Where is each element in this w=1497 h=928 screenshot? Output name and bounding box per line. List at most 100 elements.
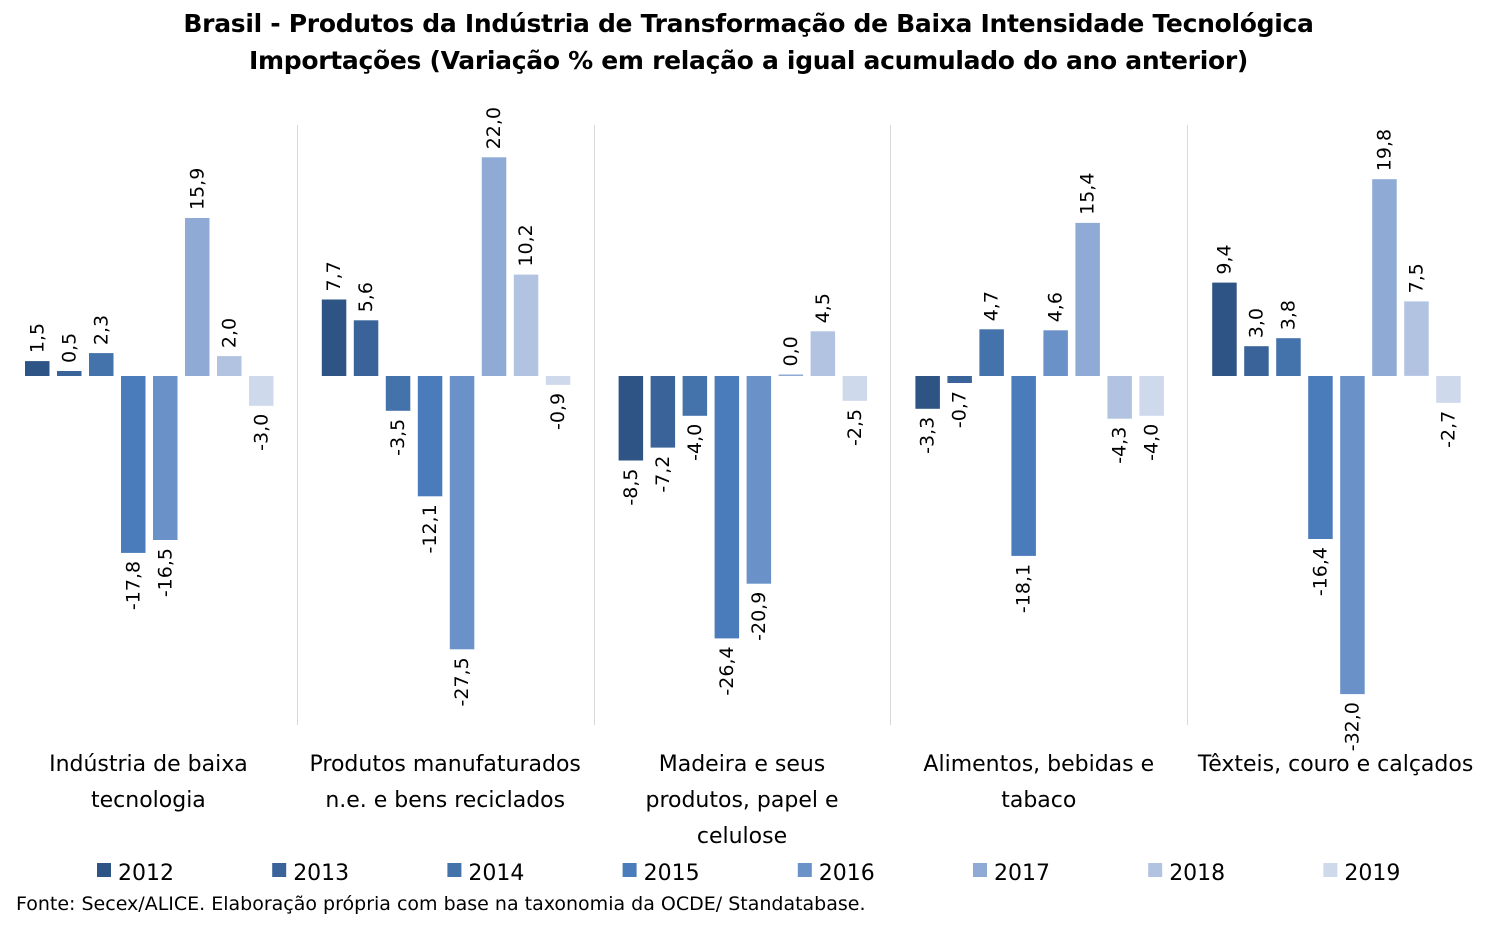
data-label-2019-cat4: -4,0 — [1141, 424, 1163, 461]
legend-swatch-2017 — [973, 863, 987, 877]
data-label-2013-cat1: 0,5 — [58, 333, 80, 363]
bar-2017-cat4 — [1075, 222, 1100, 376]
bar-2017-cat2 — [481, 157, 507, 376]
bar-2014-cat2 — [385, 376, 411, 411]
bar-2015-cat5 — [1308, 376, 1333, 539]
data-label-2012-cat3: -8,5 — [620, 469, 642, 506]
legend-swatch-2012 — [97, 863, 111, 877]
data-label-2017-cat1: 15,9 — [186, 168, 208, 210]
bar-2015-cat1 — [121, 376, 146, 553]
data-label-2013-cat4: -0,7 — [949, 391, 971, 428]
bar-2017-cat5 — [1372, 179, 1397, 376]
bar-2015-cat4 — [1011, 376, 1036, 556]
data-label-2016-cat2: -27,5 — [451, 657, 473, 706]
bar-2016-cat2 — [449, 376, 475, 650]
data-label-2014-cat5: 3,8 — [1278, 300, 1300, 330]
bar-2018-cat1 — [217, 356, 242, 376]
legend-label-2018: 2018 — [1169, 861, 1225, 886]
data-label-2014-cat3: -4,0 — [684, 424, 706, 461]
bar-2012-cat2 — [321, 299, 347, 376]
data-label-2017-cat3: 0,0 — [780, 336, 802, 366]
bar-2015-cat2 — [417, 376, 443, 497]
bar-2016-cat3 — [746, 376, 772, 584]
legend-label-2019: 2019 — [1344, 861, 1400, 886]
data-label-2018-cat1: 2,0 — [218, 318, 240, 348]
bar-2016-cat5 — [1340, 376, 1365, 695]
data-label-2015-cat1: -17,8 — [122, 561, 144, 610]
category-label-5: Têxteis, couro e calçados — [1197, 752, 1473, 777]
data-label-2015-cat3: -26,4 — [716, 646, 738, 695]
chart-subtitle: Importações (Variação % em relação a igu… — [248, 46, 1249, 75]
bar-2014-cat1 — [89, 353, 114, 376]
category-label-4: tabaco — [1001, 788, 1076, 813]
legend-label-2017: 2017 — [994, 861, 1050, 886]
bar-2019-cat5 — [1436, 376, 1461, 403]
bar-2014-cat5 — [1276, 338, 1301, 376]
data-label-2015-cat2: -12,1 — [419, 504, 441, 553]
legend-swatch-2019 — [1323, 863, 1338, 877]
category-label-3: celulose — [697, 824, 787, 849]
data-label-2014-cat2: -3,5 — [387, 419, 409, 456]
category-label-3: Madeira e seus — [659, 752, 826, 777]
legend-swatch-2013 — [272, 863, 287, 877]
category-label-2: Produtos manufaturados — [310, 752, 581, 777]
data-label-2015-cat5: -16,4 — [1310, 547, 1332, 596]
bar-2013-cat2 — [353, 320, 379, 376]
bar-2018-cat4 — [1107, 376, 1132, 419]
legend-swatch-2015 — [622, 863, 637, 877]
bar-2013-cat4 — [947, 376, 972, 383]
data-label-2012-cat4: -3,3 — [917, 417, 939, 454]
legend-label-2015: 2015 — [644, 861, 700, 886]
data-label-2019-cat5: -2,7 — [1438, 411, 1460, 448]
data-label-2013-cat2: 5,6 — [355, 282, 377, 312]
bar-2017-cat3 — [778, 374, 804, 376]
data-label-2013-cat3: -7,2 — [652, 456, 674, 493]
data-label-2019-cat1: -3,0 — [250, 414, 272, 451]
bar-2013-cat1 — [57, 371, 82, 376]
category-label-1: Indústria de baixa — [49, 752, 248, 777]
data-label-2015-cat4: -18,1 — [1013, 564, 1035, 613]
legend-swatch-2014 — [447, 863, 462, 877]
category-label-3: produtos, papel e — [645, 788, 838, 813]
data-label-2018-cat5: 7,5 — [1406, 263, 1428, 293]
data-label-2013-cat5: 3,0 — [1246, 308, 1268, 338]
bar-2013-cat3 — [650, 376, 676, 448]
bar-2017-cat1 — [185, 218, 210, 376]
data-label-2016-cat4: 4,6 — [1045, 292, 1067, 322]
bar-2012-cat3 — [618, 376, 644, 461]
data-label-2012-cat5: 9,4 — [1214, 244, 1236, 274]
data-label-2018-cat2: 10,2 — [515, 224, 537, 266]
bar-2019-cat3 — [842, 376, 868, 401]
bar-2013-cat5 — [1244, 346, 1269, 376]
data-label-2019-cat3: -2,5 — [844, 409, 866, 446]
data-label-2012-cat2: 7,7 — [323, 261, 345, 291]
data-label-2014-cat4: 4,7 — [981, 291, 1003, 321]
legend-swatch-2018 — [1148, 863, 1163, 877]
bar-2019-cat2 — [545, 376, 571, 385]
legend-swatch-2016 — [797, 863, 812, 877]
data-label-2017-cat2: 22,0 — [483, 107, 505, 149]
bar-2012-cat5 — [1212, 282, 1237, 376]
data-label-2018-cat4: -4,3 — [1109, 427, 1131, 464]
bar-2016-cat4 — [1043, 330, 1068, 376]
category-label-4: Alimentos, bebidas e — [923, 752, 1154, 777]
legend-label-2014: 2014 — [468, 861, 524, 886]
data-label-2019-cat2: -0,9 — [547, 393, 569, 430]
data-label-2016-cat5: -32,0 — [1342, 702, 1364, 751]
bar-2018-cat5 — [1404, 301, 1429, 376]
bar-2014-cat4 — [979, 329, 1004, 376]
bar-2018-cat2 — [513, 274, 539, 376]
legend-label-2012: 2012 — [118, 861, 174, 886]
bar-2019-cat4 — [1139, 376, 1164, 416]
data-label-2018-cat3: 4,5 — [812, 293, 834, 323]
category-label-1: tecnologia — [91, 788, 206, 813]
bar-2019-cat1 — [249, 376, 274, 406]
bar-2012-cat1 — [25, 361, 50, 376]
bar-2015-cat3 — [714, 376, 740, 639]
category-label-2: n.e. e bens reciclados — [325, 788, 565, 813]
legend-label-2016: 2016 — [819, 861, 875, 886]
bar-2018-cat3 — [810, 331, 836, 376]
legend-label-2013: 2013 — [293, 861, 349, 886]
bar-2016-cat1 — [153, 376, 178, 540]
